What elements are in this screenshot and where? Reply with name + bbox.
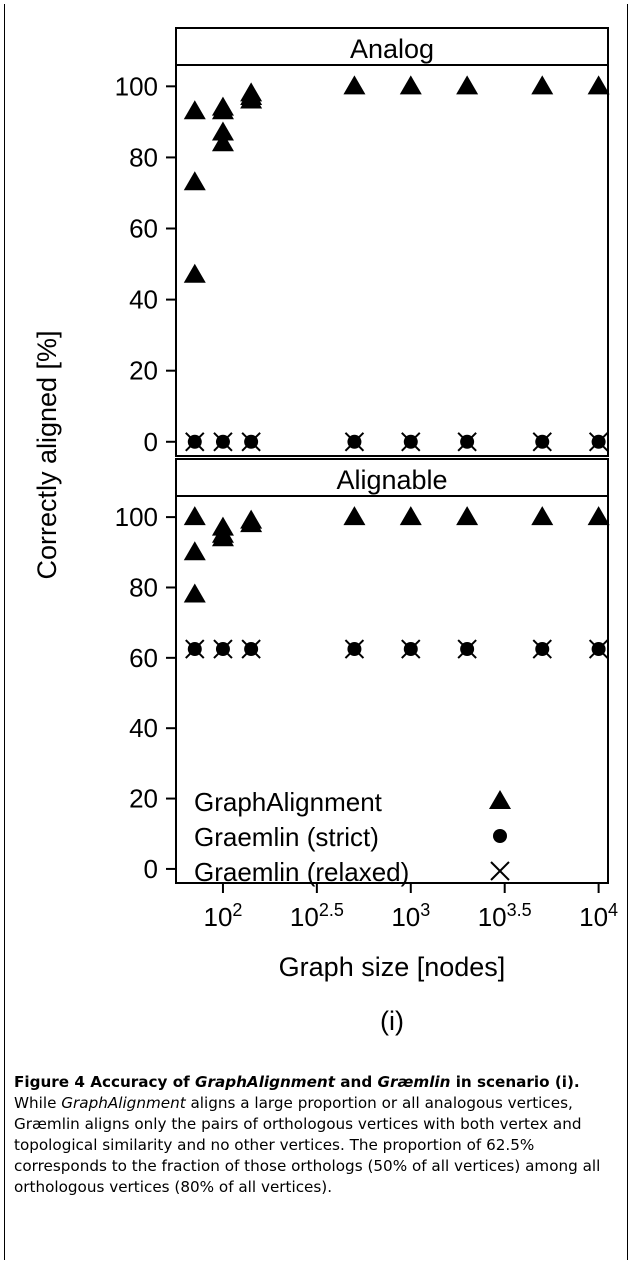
- figure-caption: Figure 4 Accuracy of GraphAlignment and …: [14, 1072, 618, 1198]
- marks-analog: [183, 75, 610, 452]
- y-axis-analog: 0 20 40 60 80 100: [115, 71, 176, 457]
- point-alignable-triangle-0: [183, 583, 206, 603]
- point-analog-triangle-0: [183, 263, 206, 283]
- point-alignable-triangle-9: [399, 506, 422, 526]
- point-alignable-cross-7: [588, 639, 609, 659]
- y-tick-label-analog-80: 80: [129, 142, 158, 172]
- legend: GraphAlignment Graemlin (strict) Graemlin …: [194, 787, 511, 887]
- caption-title-italic-2: Græmlin: [377, 1073, 451, 1091]
- marks-alignable: [183, 506, 610, 659]
- caption-title-and: and: [334, 1073, 378, 1091]
- point-analog-triangle-4: [211, 121, 234, 141]
- y-tick-label-alignable-20: 20: [129, 784, 158, 814]
- x-tick-label-4: 104: [579, 900, 618, 932]
- point-analog-triangle-9: [240, 82, 263, 102]
- y-tick-label-alignable-60: 60: [129, 643, 158, 673]
- caption-title: Figure 4 Accuracy of GraphAlignment and …: [14, 1073, 580, 1091]
- panel-analog-strip-label: Analog: [350, 34, 434, 64]
- caption-figure-label: Figure 4: [14, 1073, 85, 1091]
- x-axis: 102 102.5 103 103.5 104: [203, 883, 618, 932]
- point-alignable-triangle-11: [531, 506, 554, 526]
- panel-analog-frame: [175, 27, 609, 457]
- y-axis-alignable: 0 20 40 60 80 100: [115, 502, 176, 884]
- point-analog-triangle-10: [343, 75, 366, 95]
- caption-body-italic: GraphAlignment: [61, 1094, 186, 1112]
- legend-symbol-dot: [493, 829, 507, 843]
- x-tick-label-2: 102: [203, 900, 242, 932]
- panel-alignable-frame: [175, 458, 609, 884]
- legend-label-dot: Graemlin (strict): [194, 822, 379, 852]
- point-alignable-cross-4: [401, 639, 421, 659]
- caption-body-1: While: [14, 1094, 62, 1112]
- x-tick-label-3.5: 103.5: [478, 900, 532, 932]
- x-axis-title: Graph size [nodes]: [279, 952, 506, 982]
- point-alignable-triangle-5: [211, 516, 234, 536]
- point-analog-triangle-14: [587, 75, 610, 95]
- y-tick-label-alignable-80: 80: [129, 572, 158, 602]
- point-alignable-triangle-12: [587, 506, 610, 526]
- point-analog-cross-1: [213, 432, 233, 452]
- legend-symbol-cross: [490, 861, 510, 881]
- point-analog-cross-6: [532, 432, 552, 452]
- caption-title-text: Accuracy of: [84, 1073, 196, 1091]
- point-alignable-triangle-8: [343, 506, 366, 526]
- point-alignable-cross-5: [457, 639, 477, 659]
- y-tick-label-analog-100: 100: [115, 71, 158, 101]
- x-tick-label-3: 103: [391, 900, 430, 932]
- legend-label-triangle: GraphAlignment: [194, 787, 383, 817]
- x-tick-label-2.5: 102.5: [290, 900, 344, 932]
- y-tick-label-alignable-0: 0: [144, 854, 158, 884]
- point-analog-cross-5: [457, 432, 477, 452]
- point-analog-cross-4: [401, 432, 421, 452]
- legend-symbol-triangle: [489, 790, 511, 809]
- caption-title-rest: in scenario (i).: [450, 1073, 580, 1091]
- caption-title-italic-1: GraphAlignment: [195, 1073, 335, 1091]
- point-alignable-cross-6: [532, 639, 552, 659]
- y-tick-label-analog-20: 20: [129, 356, 158, 386]
- point-analog-triangle-12: [456, 75, 479, 95]
- point-alignable-cross-3: [344, 639, 365, 659]
- point-analog-cross-7: [588, 432, 609, 452]
- y-tick-label-analog-0: 0: [144, 427, 158, 457]
- y-tick-label-analog-40: 40: [129, 285, 158, 315]
- y-axis-title: Correctly aligned [%]: [32, 330, 62, 579]
- y-tick-label-analog-60: 60: [129, 214, 158, 244]
- sublabel: (i): [380, 1006, 404, 1036]
- legend-label-cross: Graemlin (relaxed): [194, 857, 409, 887]
- point-analog-triangle-3: [211, 132, 234, 152]
- point-alignable-cross-0: [185, 639, 205, 659]
- point-alignable-triangle-2: [183, 506, 206, 526]
- y-tick-label-alignable-100: 100: [115, 502, 158, 532]
- point-analog-triangle-6: [211, 96, 234, 116]
- point-analog-triangle-2: [183, 100, 206, 120]
- point-alignable-triangle-7: [240, 509, 263, 529]
- point-analog-cross-2: [241, 432, 261, 452]
- point-analog-triangle-11: [399, 75, 422, 95]
- figure-frame: [4, 4, 628, 1260]
- caption-body-2: aligns a large proportion or all analogo…: [14, 1094, 601, 1196]
- panel-alignable-strip-label: Alignable: [336, 465, 447, 495]
- y-tick-label-alignable-40: 40: [129, 713, 158, 743]
- point-analog-cross-3: [344, 432, 365, 452]
- point-alignable-triangle-1: [183, 541, 206, 561]
- point-alignable-cross-2: [241, 639, 261, 659]
- point-analog-cross-0: [185, 432, 205, 452]
- chart: Analog Alignable 0 20 40 60 80 100 0 20 40 60 80 1…: [32, 27, 618, 1036]
- point-alignable-triangle-10: [456, 506, 479, 526]
- point-analog-triangle-13: [531, 75, 554, 95]
- point-alignable-cross-1: [213, 639, 233, 659]
- point-analog-triangle-1: [183, 171, 206, 191]
